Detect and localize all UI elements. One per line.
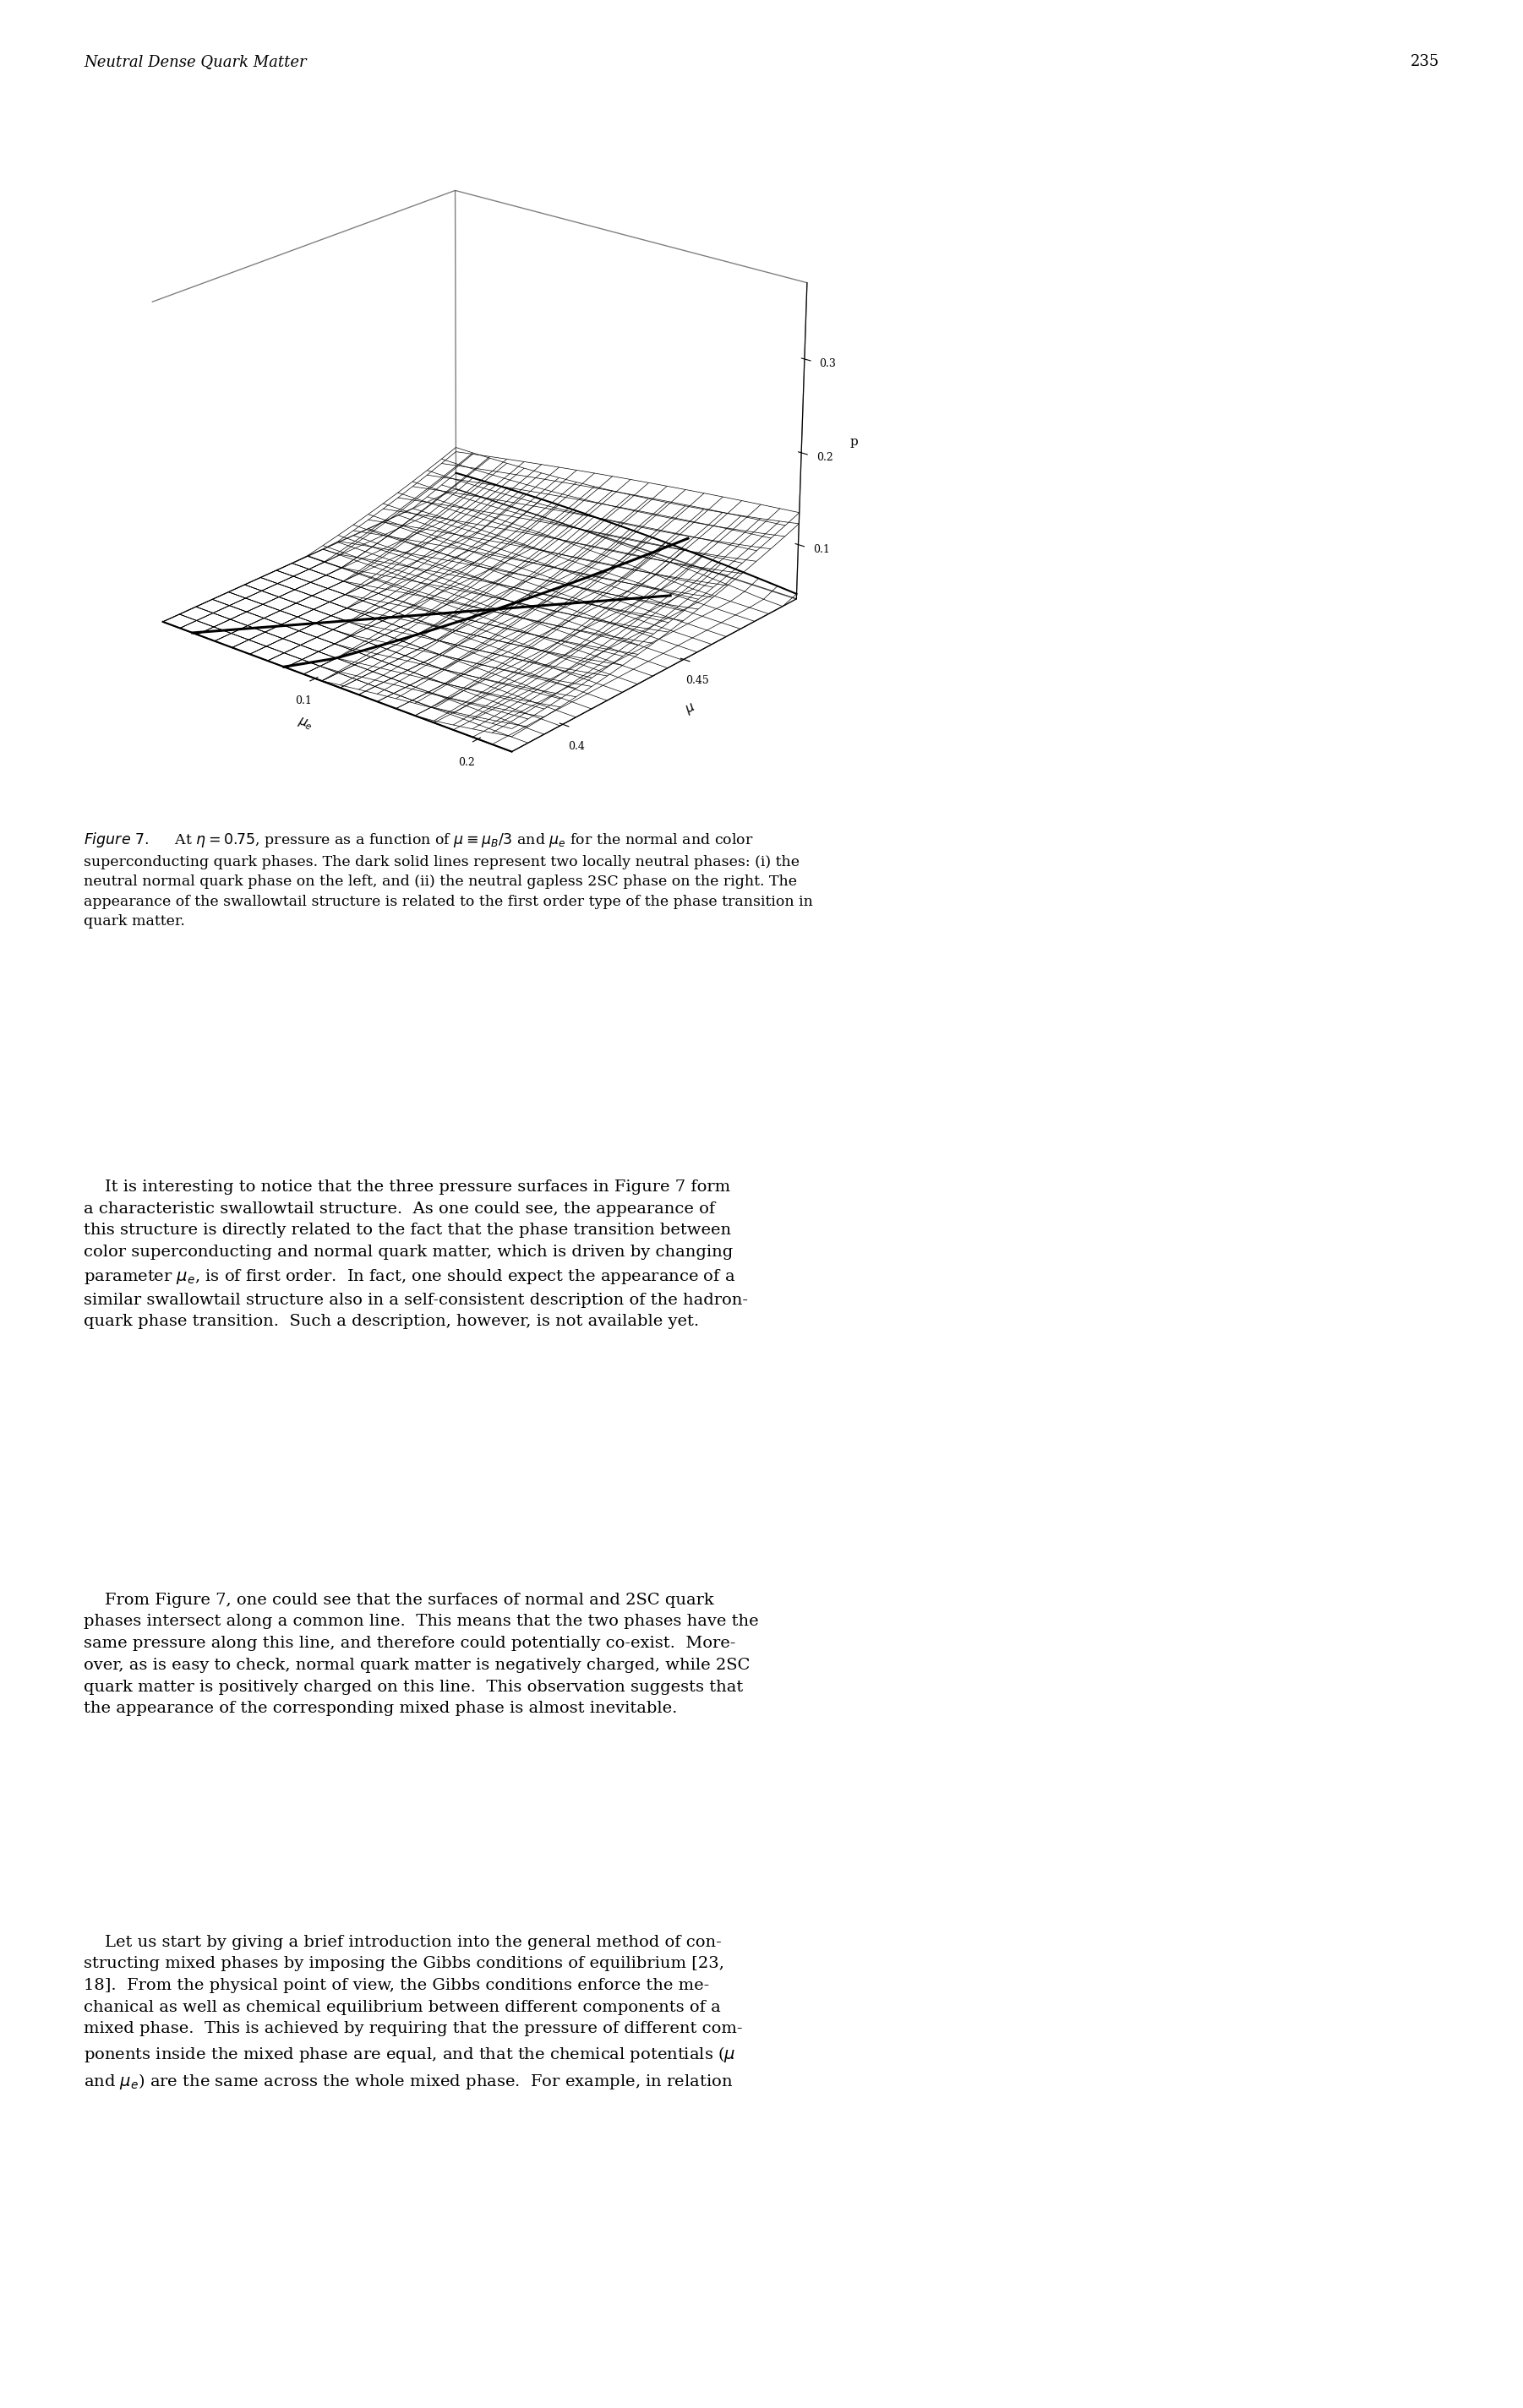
X-axis label: $\mu_e$: $\mu_e$	[295, 715, 315, 732]
Text: It is interesting to notice that the three pressure surfaces in Figure 7 form
a : It is interesting to notice that the thr…	[84, 1180, 748, 1329]
Y-axis label: $\mu$: $\mu$	[682, 701, 698, 718]
Text: Let us start by giving a brief introduction into the general method of con-
stru: Let us start by giving a brief introduct…	[84, 1934, 743, 2090]
Text: 235: 235	[1410, 53, 1439, 70]
Text: From Figure 7, one could see that the surfaces of normal and 2SC quark
phases in: From Figure 7, one could see that the su…	[84, 1592, 758, 1717]
Text: $\it{Figure\ 7.}$     At $\eta = 0.75$, pressure as a function of $\mu \equiv \m: $\it{Figure\ 7.}$ At $\eta = 0.75$, pres…	[84, 831, 813, 929]
Text: Neutral Dense Quark Matter: Neutral Dense Quark Matter	[84, 53, 306, 70]
